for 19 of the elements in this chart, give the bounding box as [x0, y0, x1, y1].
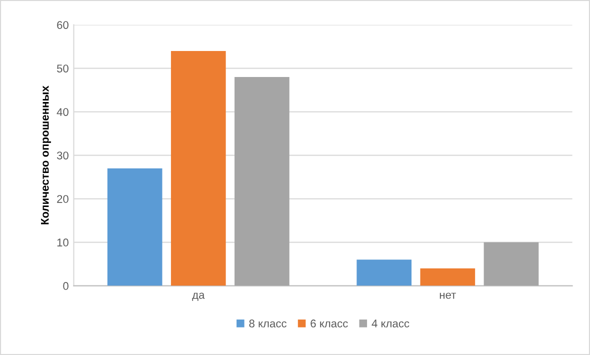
x-tick-label: нет [440, 292, 456, 299]
bar [107, 168, 162, 286]
bar [420, 268, 476, 286]
x-tick-label: да [192, 292, 205, 301]
y-tick-label: 60 [57, 21, 68, 29]
bar [234, 77, 290, 286]
y-tick-label: 30 [56, 152, 68, 160]
legend-label: 8 класс [249, 320, 286, 328]
legend-label: 4 класс [372, 320, 410, 328]
bar [170, 50, 226, 286]
y-tick-label: 20 [57, 195, 68, 203]
bar [484, 242, 539, 286]
y-axis-title: Количество опрошенных [41, 86, 51, 224]
legend-label: 6 класс [310, 320, 348, 328]
y-tick-label: 0 [63, 282, 68, 290]
y-tick-label: 10 [57, 238, 68, 246]
y-tick-label: 50 [56, 64, 68, 72]
bar [356, 260, 412, 286]
y-tick-label: 40 [56, 108, 68, 116]
